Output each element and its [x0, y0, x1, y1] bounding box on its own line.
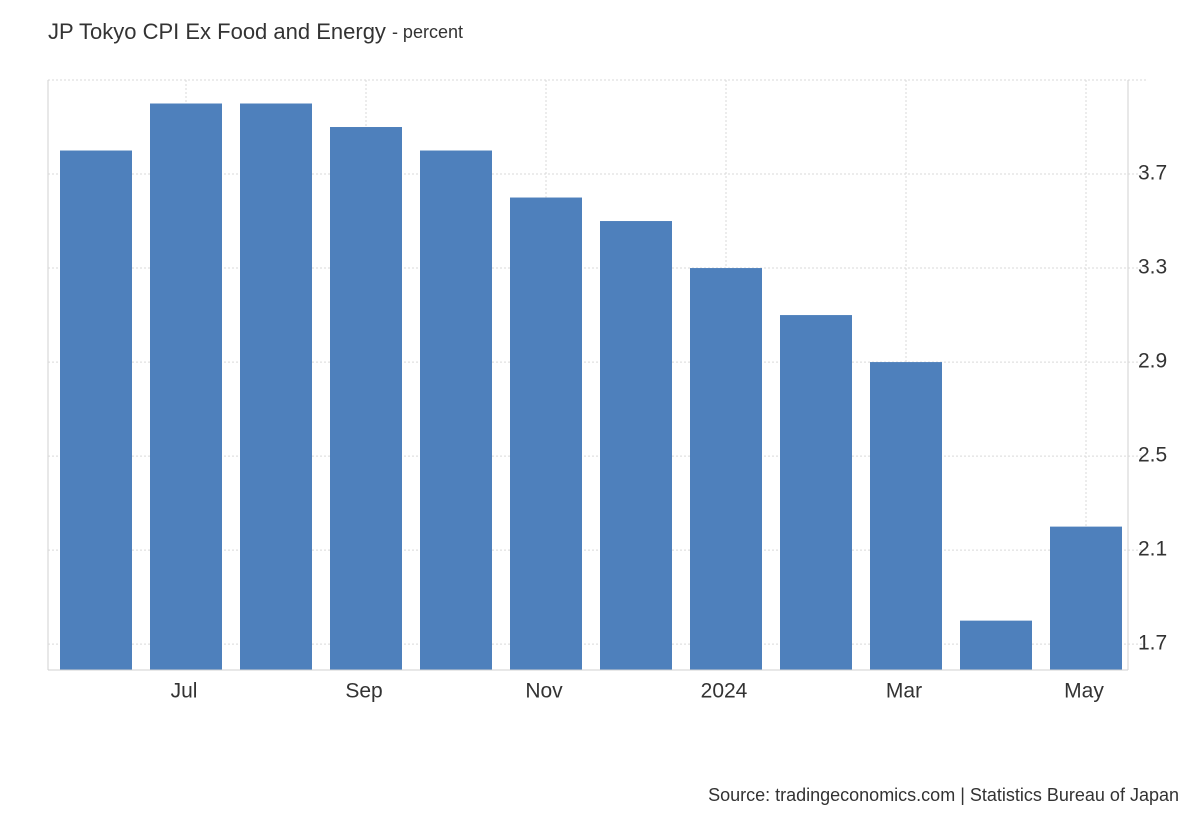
y-tick-label: 1.7 — [1138, 632, 1167, 655]
bar — [600, 221, 672, 670]
x-tick-label: Jul — [171, 680, 198, 703]
y-tick-label: 3.3 — [1138, 256, 1167, 279]
bar — [60, 150, 132, 670]
chart-title: JP Tokyo CPI Ex Food and Energy — [48, 19, 386, 44]
bar — [960, 620, 1032, 670]
bar — [150, 103, 222, 670]
y-tick-label: 3.7 — [1138, 162, 1167, 185]
source-note: Source: tradingeconomics.com | Statistic… — [708, 785, 1179, 805]
x-tick-label: Mar — [886, 680, 922, 703]
y-tick-label: 2.5 — [1138, 444, 1167, 467]
bar — [330, 127, 402, 670]
bar — [240, 103, 312, 670]
bar — [870, 362, 942, 670]
chart-subtitle: - percent — [392, 22, 463, 42]
y-tick-label: 2.1 — [1138, 538, 1167, 561]
bar — [420, 150, 492, 670]
y-tick-label: 2.9 — [1138, 350, 1167, 373]
x-tick-label: 2024 — [701, 680, 748, 703]
chart-heading: JP Tokyo CPI Ex Food and Energy - percent — [48, 19, 463, 44]
bar — [780, 315, 852, 670]
x-tick-label: May — [1064, 680, 1104, 703]
bar — [510, 197, 582, 670]
bar — [690, 268, 762, 670]
bar — [1050, 526, 1122, 670]
x-tick-label: Sep — [345, 680, 382, 703]
x-tick-label: Nov — [525, 680, 563, 703]
